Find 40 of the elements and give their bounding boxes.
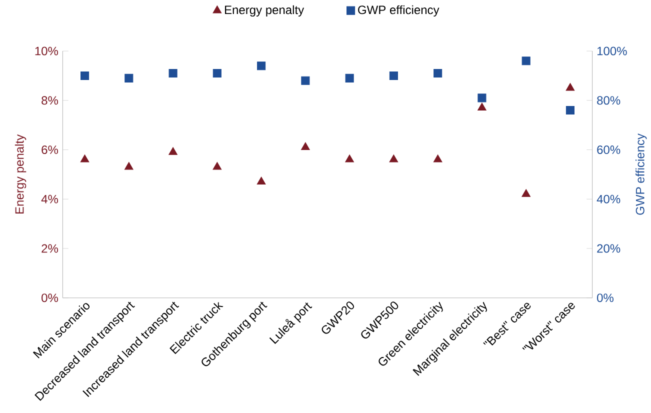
point xyxy=(257,62,266,70)
y-tick-label: 10% xyxy=(35,47,58,56)
y2-tick-label: 80% xyxy=(597,96,620,105)
point xyxy=(168,147,178,156)
legend-label: Energy penalty xyxy=(225,6,304,17)
point xyxy=(212,162,222,170)
point xyxy=(80,154,90,163)
y2-axis-title: GWP efficiency xyxy=(636,134,647,215)
point xyxy=(345,74,354,83)
point xyxy=(301,142,310,150)
point xyxy=(433,154,442,163)
point xyxy=(566,106,574,115)
y2-tick-label: 20% xyxy=(597,244,620,253)
point xyxy=(212,69,222,78)
point xyxy=(345,154,354,163)
point xyxy=(389,154,398,163)
y-tick-label: 8% xyxy=(42,96,58,105)
y2-tick-label: 0% xyxy=(597,294,614,302)
y-axis-title: Energy penalty xyxy=(14,134,26,214)
point xyxy=(522,56,530,66)
point xyxy=(478,94,486,102)
y2-tick-label: 40% xyxy=(596,195,620,204)
y2-tick-label: 100% xyxy=(597,47,627,56)
y2-tick-label: 60% xyxy=(597,146,620,154)
y-tick-label: 6% xyxy=(42,146,58,154)
point xyxy=(434,69,442,78)
point xyxy=(124,74,134,83)
point xyxy=(478,102,486,111)
y-tick-label: 4% xyxy=(41,195,58,204)
point xyxy=(522,189,531,198)
legend-label: GWP efficiency xyxy=(358,6,440,17)
point xyxy=(256,176,266,185)
point xyxy=(168,69,178,78)
point xyxy=(80,72,90,80)
point xyxy=(389,72,398,80)
point xyxy=(301,76,310,86)
y-tick-label: 0% xyxy=(42,294,58,302)
y-tick-label: 2% xyxy=(42,244,58,253)
point xyxy=(566,83,575,91)
point xyxy=(124,162,134,170)
